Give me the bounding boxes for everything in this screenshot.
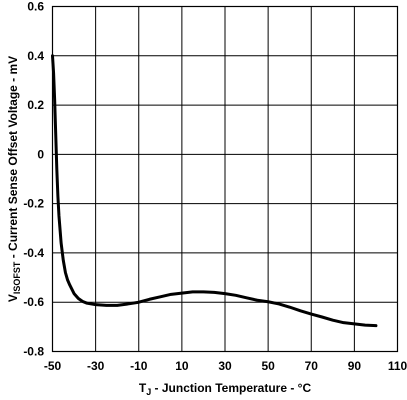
- x-tick-label: -10: [130, 359, 148, 373]
- y-tick-label: 0.2: [27, 98, 44, 112]
- x-tick-label: -50: [44, 359, 62, 373]
- y-tick-label: -0.2: [23, 197, 44, 211]
- x-tick-label: -30: [87, 359, 105, 373]
- y-axis-title: VISOFST - Current Sense Offset Voltage -…: [6, 56, 22, 302]
- x-tick-label: 50: [261, 359, 275, 373]
- y-tick-label: -0.8: [23, 345, 44, 359]
- y-tick-label: 0: [37, 147, 44, 161]
- x-tick-label: 110: [388, 359, 407, 373]
- plot-frame: [51, 5, 399, 353]
- y-tick-label: 0.6: [27, 0, 44, 14]
- y-tick-label: -0.6: [23, 295, 44, 309]
- offset-voltage-curve: [51, 54, 378, 328]
- y-tick-label: 0.4: [27, 49, 44, 63]
- x-tick-label: 10: [175, 359, 189, 373]
- x-tick-label: 90: [348, 359, 362, 373]
- tick-labels: -50 -30 -10 10 30 50 70 90 110 0.6 0.4 0.2 0 -0.2 -0.4…: [23, 0, 407, 373]
- x-axis-title: TJ - Junction Temperature - °C: [139, 381, 312, 397]
- x-tick-label: 30: [218, 359, 232, 373]
- grid: [52, 6, 398, 352]
- x-tick-label: 70: [305, 359, 319, 373]
- y-tick-label: -0.4: [23, 246, 44, 260]
